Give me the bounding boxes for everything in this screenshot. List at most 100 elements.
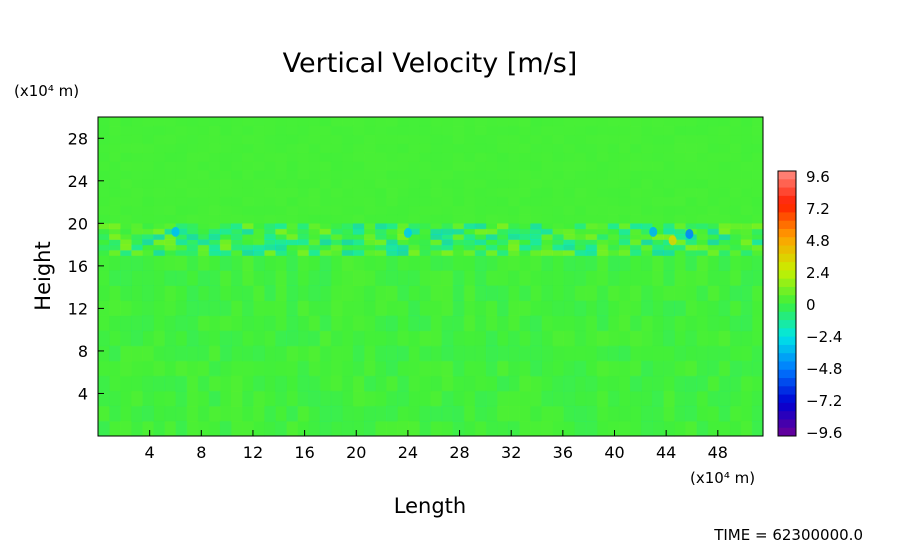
field-cell xyxy=(718,405,731,422)
field-cell xyxy=(131,390,143,407)
field-cell xyxy=(751,125,764,136)
field-cell xyxy=(463,205,476,216)
field-cell xyxy=(685,170,698,180)
field-cell xyxy=(530,214,542,224)
field-cell xyxy=(618,143,631,154)
field-cell xyxy=(674,152,686,162)
field-cell xyxy=(419,255,432,271)
field-cell xyxy=(485,249,498,256)
field-cell xyxy=(530,255,542,271)
field-cell xyxy=(120,187,132,198)
field-cell xyxy=(685,152,698,162)
field-cell xyxy=(674,161,686,171)
field-cell xyxy=(231,125,243,136)
field-cell xyxy=(153,196,166,207)
field-cell xyxy=(463,249,476,256)
field-cell xyxy=(408,270,420,286)
field-cell xyxy=(109,161,121,171)
field-cell xyxy=(297,345,310,362)
field-cell xyxy=(352,187,365,198)
field-cell xyxy=(308,152,321,162)
field-cell xyxy=(452,234,465,240)
field-cell xyxy=(740,214,753,224)
field-cell xyxy=(319,345,332,362)
field-cell xyxy=(652,360,664,377)
field-cell xyxy=(729,315,742,332)
x-tick-label: 12 xyxy=(243,443,263,462)
field-cell xyxy=(441,117,454,127)
field-cell xyxy=(674,249,686,256)
field-cell xyxy=(552,244,565,251)
field-cell xyxy=(607,223,620,230)
field-cell xyxy=(408,420,420,437)
field-cell xyxy=(352,315,365,332)
field-cell xyxy=(197,375,210,392)
field-cell xyxy=(264,315,276,332)
field-cell xyxy=(674,360,686,377)
field-cell xyxy=(142,134,154,145)
field-cell xyxy=(674,125,686,136)
field-cell xyxy=(197,330,210,347)
field-cell xyxy=(264,255,276,271)
field-cell xyxy=(109,228,121,235)
field-cell xyxy=(452,249,465,256)
field-cell xyxy=(497,134,509,145)
field-cell xyxy=(563,255,576,271)
field-cell xyxy=(142,300,154,317)
field-cell xyxy=(508,244,520,251)
field-cell xyxy=(153,239,166,246)
field-cell xyxy=(707,330,720,347)
field-cell xyxy=(253,187,265,198)
field-cell xyxy=(652,205,664,216)
field-cell xyxy=(352,285,365,302)
field-cell xyxy=(297,179,310,189)
field-cell xyxy=(707,375,720,392)
field-cell xyxy=(386,205,398,216)
field-cell xyxy=(120,161,132,171)
field-cell xyxy=(275,117,287,127)
field-cell xyxy=(729,196,742,207)
field-cell xyxy=(607,360,620,377)
field-cell xyxy=(242,244,254,251)
field-cell xyxy=(219,161,232,171)
field-cell xyxy=(519,187,531,198)
field-cell xyxy=(630,270,642,286)
field-cell xyxy=(751,270,764,286)
field-cell xyxy=(219,255,232,271)
field-cell xyxy=(352,228,365,235)
field-cell xyxy=(452,143,465,154)
field-cell xyxy=(231,249,243,256)
field-cell xyxy=(463,143,476,154)
field-cell xyxy=(452,255,465,271)
field-cell xyxy=(319,315,332,332)
x-axis-label: Length xyxy=(394,494,466,518)
field-cell xyxy=(463,420,476,437)
field-cell xyxy=(663,420,675,437)
field-cell xyxy=(253,134,265,145)
field-cell xyxy=(441,420,454,437)
field-cell xyxy=(175,161,188,171)
field-cell xyxy=(142,170,154,180)
field-cell xyxy=(430,205,443,216)
field-cell xyxy=(508,285,520,302)
field-cell xyxy=(530,375,542,392)
field-cell xyxy=(430,420,443,437)
field-cell xyxy=(485,345,498,362)
field-cell xyxy=(663,300,675,317)
field-cell xyxy=(685,143,698,154)
field-cell xyxy=(186,420,199,437)
field-cell xyxy=(585,223,598,230)
field-cell xyxy=(430,234,443,240)
field-cell xyxy=(352,125,365,136)
field-cell xyxy=(519,345,531,362)
field-cell xyxy=(186,375,199,392)
field-cell xyxy=(674,285,686,302)
field-cell xyxy=(275,223,287,230)
field-cell xyxy=(164,228,177,235)
field-cell xyxy=(352,143,365,154)
field-cell xyxy=(663,249,675,256)
field-cell xyxy=(386,117,398,127)
field-cell xyxy=(630,239,642,246)
field-cell xyxy=(319,214,332,224)
field-cell xyxy=(607,187,620,198)
